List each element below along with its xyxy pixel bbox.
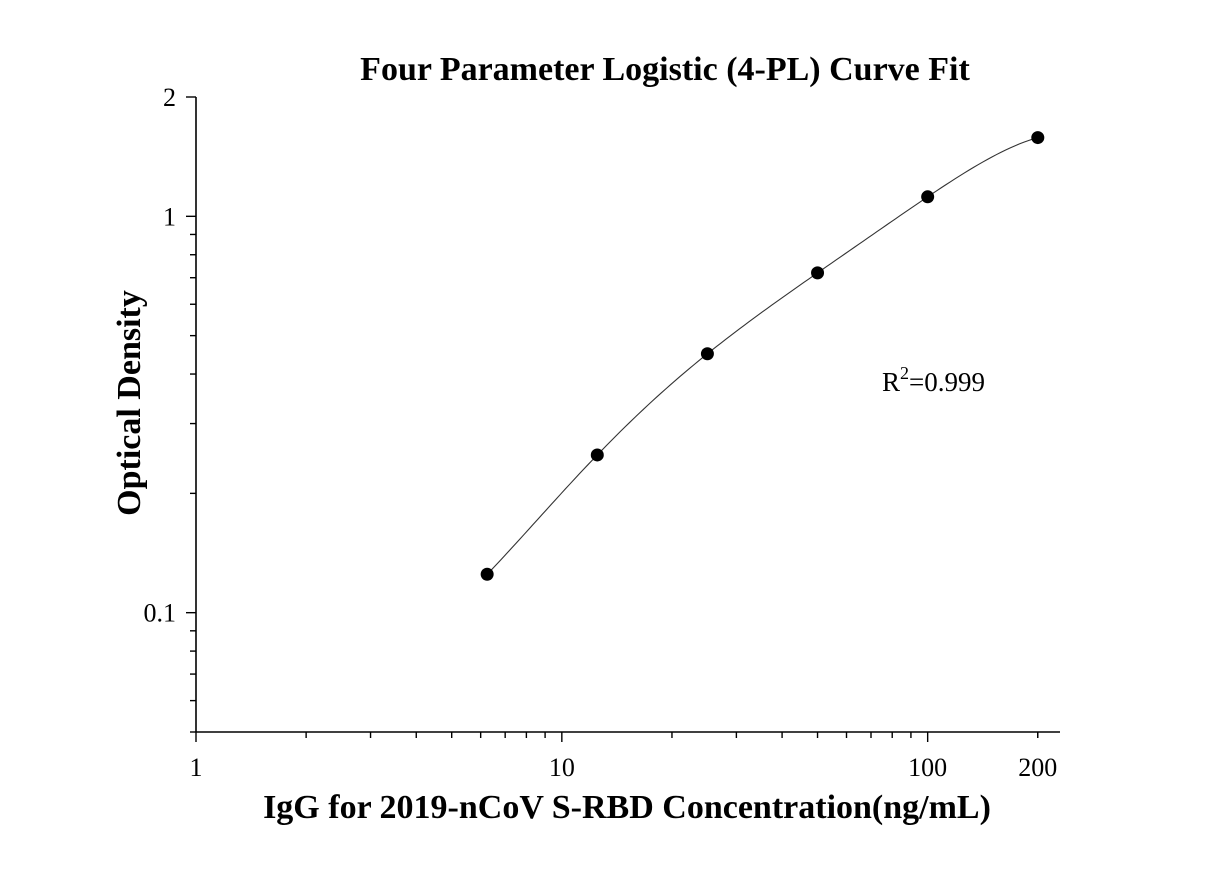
- chart-title: Four Parameter Logistic (4-PL) Curve Fit: [360, 51, 970, 88]
- r-squared-sup: 2: [900, 363, 909, 383]
- y-tick-labels: 0.1 1 2: [144, 83, 177, 628]
- y-tick-label: 2: [163, 83, 176, 112]
- data-point: [700, 347, 714, 361]
- x-axis-label: IgG for 2019-nCoV S-RBD Concentration(ng…: [263, 789, 991, 826]
- y-tick-label: 1: [163, 202, 176, 231]
- data-point: [590, 448, 604, 462]
- r-squared-base: R: [882, 367, 900, 397]
- x-tick-label: 1: [190, 753, 203, 782]
- x-tick-labels: 1 10 100 200: [190, 753, 1058, 782]
- y-axis-label: Optical Density: [111, 290, 148, 516]
- x-tick-label: 10: [549, 753, 575, 782]
- data-point: [480, 567, 494, 581]
- data-point: [1031, 131, 1045, 145]
- fit-curve: [486, 137, 1038, 575]
- y-tick-label: 0.1: [144, 599, 177, 628]
- data-point: [921, 190, 935, 204]
- y-ticks: [186, 96, 196, 733]
- data-points: [480, 131, 1045, 581]
- r-squared-value: =0.999: [909, 367, 985, 397]
- r-squared-annotation: R2=0.999: [882, 363, 985, 397]
- data-point: [811, 266, 825, 280]
- x-ticks: [195, 732, 1039, 742]
- x-tick-label: 100: [908, 753, 947, 782]
- x-tick-label: 200: [1018, 753, 1057, 782]
